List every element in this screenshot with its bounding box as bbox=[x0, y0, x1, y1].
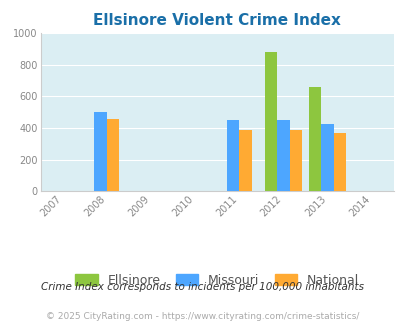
Bar bbox=[289, 130, 301, 191]
Bar bbox=[308, 87, 321, 191]
Bar bbox=[239, 130, 251, 191]
Text: © 2025 CityRating.com - https://www.cityrating.com/crime-statistics/: © 2025 CityRating.com - https://www.city… bbox=[46, 312, 359, 321]
Bar bbox=[264, 52, 277, 191]
Bar bbox=[333, 133, 345, 191]
Bar bbox=[107, 119, 119, 191]
Title: Ellsinore Violent Crime Index: Ellsinore Violent Crime Index bbox=[93, 13, 340, 28]
Legend: Ellsinore, Missouri, National: Ellsinore, Missouri, National bbox=[70, 269, 363, 292]
Bar bbox=[226, 120, 239, 191]
Text: Crime Index corresponds to incidents per 100,000 inhabitants: Crime Index corresponds to incidents per… bbox=[41, 282, 364, 292]
Bar bbox=[277, 120, 289, 191]
Bar bbox=[321, 124, 333, 191]
Bar bbox=[94, 112, 107, 191]
